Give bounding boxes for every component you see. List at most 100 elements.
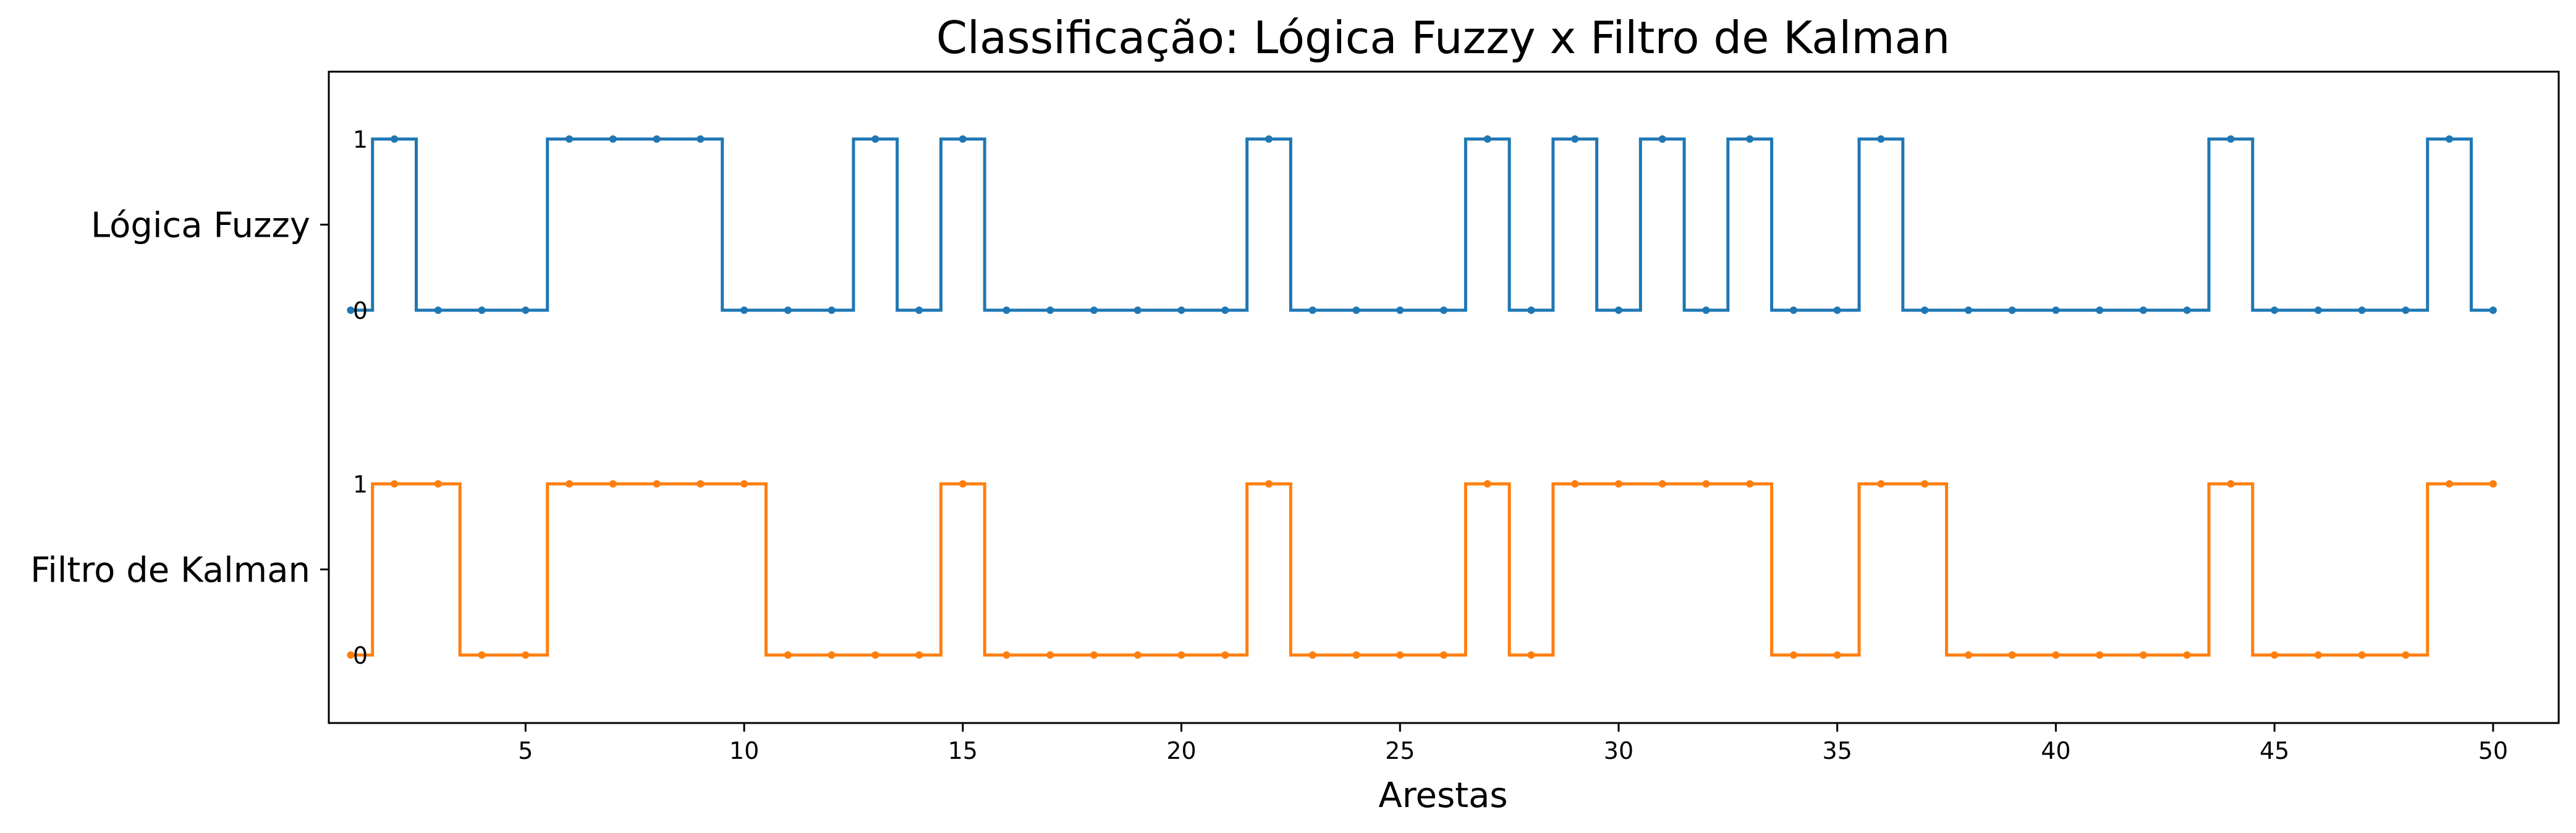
data-point [1090, 651, 1098, 659]
data-point [609, 135, 617, 143]
x-tick-label: 35 [1823, 737, 1852, 764]
data-point [347, 651, 355, 659]
data-point [1877, 135, 1885, 143]
data-point [2314, 307, 2322, 314]
data-point [566, 135, 574, 143]
data-point [522, 651, 530, 659]
data-point [828, 307, 836, 314]
data-point [434, 480, 442, 488]
data-point [1090, 307, 1098, 314]
x-tick-label: 10 [729, 737, 759, 764]
chart-title: Classificação: Lógica Fuzzy x Filtro de … [936, 12, 1951, 64]
axis-layer: 0 1 Lógica Fuzzy 0 1 Filtro de Kalman 5 10 15 20 2… [30, 126, 2508, 764]
data-point [1440, 651, 1447, 659]
data-point [478, 651, 486, 659]
series-filtro-de-kalman [347, 480, 2497, 659]
data-point [2271, 651, 2279, 659]
data-point [2096, 307, 2104, 314]
data-point [740, 480, 748, 488]
data-point [784, 307, 792, 314]
data-point [2227, 480, 2235, 488]
data-point [2446, 480, 2454, 488]
data-point [1746, 135, 1754, 143]
y-category-label: Filtro de Kalman [30, 551, 310, 591]
data-point [1265, 135, 1273, 143]
data-point [2446, 135, 2454, 143]
data-point [2008, 307, 2016, 314]
data-point [2314, 651, 2322, 659]
data-point [2358, 307, 2366, 314]
data-point [697, 480, 705, 488]
series-line [350, 482, 2493, 657]
data-point [2139, 651, 2147, 659]
level-tick-label: 0 [353, 642, 368, 669]
level-tick-label: 1 [353, 471, 368, 498]
data-point [1352, 651, 1360, 659]
data-point [959, 480, 967, 488]
data-point [1177, 651, 1185, 659]
data-point [1133, 307, 1142, 314]
data-point [1483, 135, 1491, 143]
data-point [2271, 307, 2279, 314]
data-point [1527, 651, 1535, 659]
data-point [2052, 307, 2060, 314]
data-point [1614, 307, 1622, 314]
data-point [1396, 307, 1404, 314]
data-point [391, 135, 399, 143]
data-point [1571, 480, 1579, 488]
data-point [1221, 651, 1229, 659]
data-point [2052, 651, 2060, 659]
data-point [915, 307, 923, 314]
data-point [1877, 480, 1885, 488]
x-tick-label: 40 [2041, 737, 2070, 764]
data-point [1921, 307, 1929, 314]
data-point [1789, 651, 1797, 659]
data-point [1221, 307, 1229, 314]
data-point [1046, 307, 1054, 314]
x-tick-label: 45 [2260, 737, 2289, 764]
data-point [1658, 480, 1666, 488]
data-point [653, 135, 661, 143]
data-point [1177, 307, 1185, 314]
data-point [2402, 651, 2410, 659]
data-point [1440, 307, 1447, 314]
data-point [434, 307, 442, 314]
data-point [2183, 651, 2191, 659]
data-point [784, 651, 792, 659]
data-point [740, 307, 748, 314]
data-point [828, 651, 836, 659]
x-tick-label: 15 [948, 737, 978, 764]
x-axis-label: Arestas [1378, 776, 1507, 816]
data-point [1527, 307, 1535, 314]
data-point [347, 307, 355, 314]
data-point [1308, 651, 1316, 659]
data-point [1352, 307, 1360, 314]
data-point [1571, 135, 1579, 143]
data-point [1658, 135, 1666, 143]
data-point [1046, 651, 1054, 659]
level-tick-label: 1 [353, 126, 368, 153]
data-point [1789, 307, 1797, 314]
series-logica-fuzzy [347, 135, 2497, 314]
data-point [1614, 480, 1622, 488]
data-point [871, 651, 879, 659]
data-point [1921, 480, 1929, 488]
data-point [1133, 651, 1142, 659]
data-point [1964, 651, 1972, 659]
data-point [2358, 651, 2366, 659]
x-tick-label: 30 [1604, 737, 1633, 764]
data-point [1002, 651, 1010, 659]
data-point [1483, 480, 1491, 488]
data-point [2096, 651, 2104, 659]
data-point [1308, 307, 1316, 314]
data-point [959, 135, 967, 143]
data-point [2402, 307, 2410, 314]
data-point [915, 651, 923, 659]
x-tick-label: 20 [1166, 737, 1196, 764]
x-tick-label: 25 [1385, 737, 1415, 764]
series-layer [347, 135, 2497, 659]
data-point [478, 307, 486, 314]
data-point [1964, 307, 1972, 314]
series-line [350, 137, 2493, 312]
data-point [697, 135, 705, 143]
